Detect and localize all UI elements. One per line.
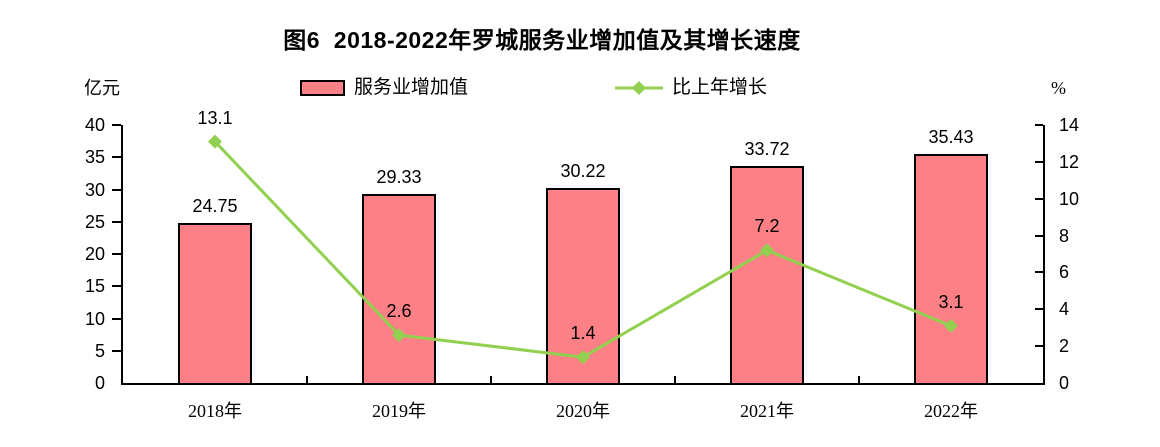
right-axis-tick	[1035, 271, 1043, 274]
left-axis-tick-label: 25	[84, 211, 105, 232]
line-value-label: 3.1	[938, 291, 964, 312]
right-axis-tick-label: 10	[1059, 188, 1080, 209]
left-axis-line	[121, 125, 123, 385]
right-axis-tick	[1035, 234, 1043, 237]
bar-2020	[546, 188, 620, 385]
right-axis-tick	[1035, 308, 1043, 311]
left-axis-tick	[112, 317, 121, 320]
right-axis-tick	[1035, 124, 1043, 126]
bar-value-label: 35.43	[928, 127, 974, 148]
left-axis-tick	[112, 220, 121, 223]
left-axis-tick-label: 0	[94, 373, 105, 393]
left-axis-tick-label: 5	[94, 340, 105, 361]
right-axis-tick	[1035, 160, 1043, 163]
right-axis-tick-label: 4	[1059, 299, 1070, 320]
legend-item-bar-series: 服务业增加值	[300, 78, 468, 98]
bar-2018	[178, 223, 252, 385]
left-axis-tick-label: 35	[84, 147, 105, 168]
right-axis-tick-label: 2	[1059, 336, 1070, 357]
left-axis-tick	[112, 285, 121, 288]
right-axis-tick-label: 14	[1059, 115, 1080, 135]
line-value-label: 13.1	[197, 107, 233, 128]
legend-item-line-series: 比上年增长	[615, 78, 767, 98]
bar-series-swatch-icon	[300, 80, 345, 96]
right-axis-tick-label: 8	[1059, 225, 1070, 246]
x-axis-tick	[306, 376, 308, 383]
bar-value-label: 33.72	[744, 138, 790, 159]
chart-title: 图6 2018-2022年罗城服务业增加值及其增长速度	[283, 27, 801, 53]
left-axis-tick-label: 15	[84, 276, 105, 297]
x-axis-tick	[858, 376, 860, 383]
left-axis-tick-label: 10	[84, 308, 105, 329]
legend-bar-label: 服务业增加值	[354, 77, 469, 98]
x-axis-label: 2022年	[924, 401, 978, 421]
left-axis-unit-label: 亿元	[84, 78, 120, 98]
bar-value-label: 24.75	[192, 196, 238, 217]
right-axis-unit-label: %	[1051, 78, 1066, 98]
x-axis-label: 2021年	[740, 401, 794, 421]
left-axis-tick-label: 40	[84, 115, 105, 135]
right-axis-tick-label: 12	[1059, 151, 1080, 172]
right-axis-tick	[1035, 197, 1043, 200]
line-marker-diamond-icon	[208, 134, 222, 149]
bar-2021	[730, 165, 804, 385]
left-axis-tick	[112, 188, 121, 191]
x-axis-tick	[674, 376, 676, 383]
line-value-label: 7.2	[754, 216, 780, 237]
left-axis-tick	[112, 253, 121, 255]
right-axis-tick-label: 6	[1059, 262, 1070, 283]
x-axis-label: 2018年	[188, 401, 242, 421]
x-axis-label: 2020年	[556, 401, 610, 421]
left-axis-tick	[112, 124, 121, 126]
left-axis-tick-label: 20	[84, 244, 105, 264]
left-axis-tick-label: 30	[84, 179, 105, 200]
x-axis-tick	[490, 376, 492, 383]
line-value-label: 1.4	[570, 323, 596, 344]
right-axis-line	[1043, 125, 1045, 385]
legend-line-label: 比上年增长	[672, 77, 768, 98]
left-axis-tick	[112, 156, 121, 159]
right-axis-tick-label: 0	[1059, 373, 1070, 393]
bar-value-label: 29.33	[376, 166, 422, 187]
line-value-label: 2.6	[386, 301, 412, 322]
left-axis-tick	[112, 349, 121, 352]
line-series-marker-icon	[615, 81, 663, 95]
bar-2022	[914, 154, 988, 385]
x-axis-label: 2019年	[372, 401, 426, 421]
bar-value-label: 30.22	[560, 161, 606, 182]
right-axis-tick	[1035, 345, 1043, 348]
bar-2019	[362, 193, 436, 385]
